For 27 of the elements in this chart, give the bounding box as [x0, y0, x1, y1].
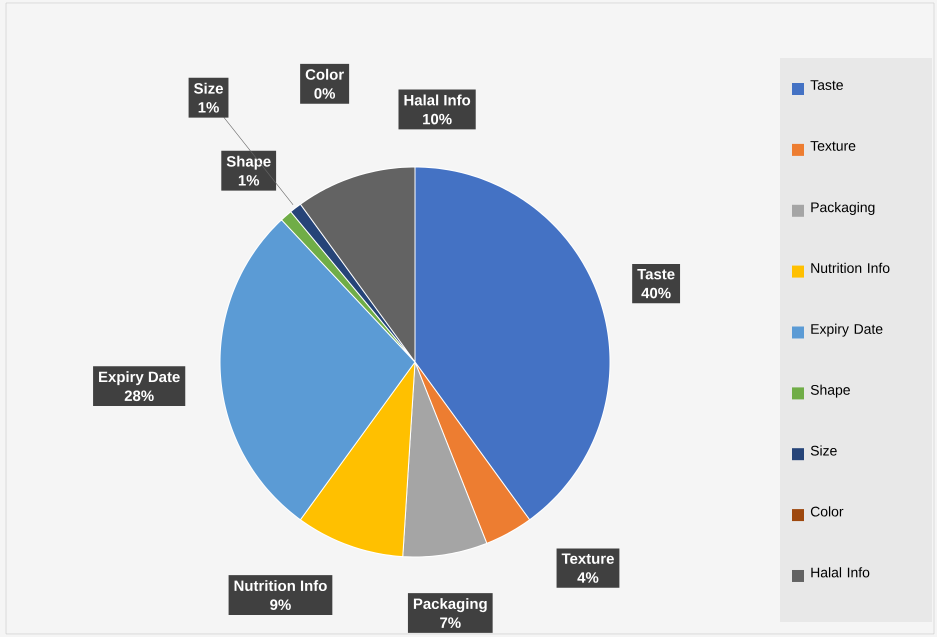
- legend-label: Packaging: [811, 202, 874, 215]
- data-label: 9%: [270, 599, 291, 610]
- slice-label: Shape: [226, 156, 271, 170]
- text: 0%: [314, 88, 336, 99]
- legend-label: Color: [810, 506, 844, 517]
- category-label: Color: [306, 68, 344, 80]
- data-label: 10%: [423, 114, 452, 124]
- slice-label: Texture: [562, 553, 614, 564]
- slice-label: Size: [194, 82, 223, 94]
- data-label: 1%: [198, 102, 219, 113]
- data-label: 40%: [641, 288, 671, 298]
- data-label: 7%: [440, 617, 461, 628]
- slice-label: Halal Info: [404, 94, 470, 106]
- data-label: 4%: [577, 572, 598, 583]
- legend-label: Texture: [810, 141, 856, 151]
- legend-label: Taste: [810, 80, 843, 90]
- legend-label: Size: [810, 445, 837, 456]
- legend-label: Expiry Date: [811, 324, 882, 337]
- legend-label: Halal Info: [811, 567, 870, 578]
- legend-label: Nutrition Info: [811, 262, 890, 274]
- slice-label: Nutrition Info: [234, 580, 327, 592]
- slice-label: Expiry Date: [99, 371, 180, 386]
- slice-label: Packaging: [414, 598, 487, 612]
- legend-label: Shape: [810, 384, 850, 398]
- data-label: 28%: [124, 390, 154, 402]
- data-label: 1%: [238, 175, 260, 186]
- slice-label: Taste: [637, 268, 675, 280]
